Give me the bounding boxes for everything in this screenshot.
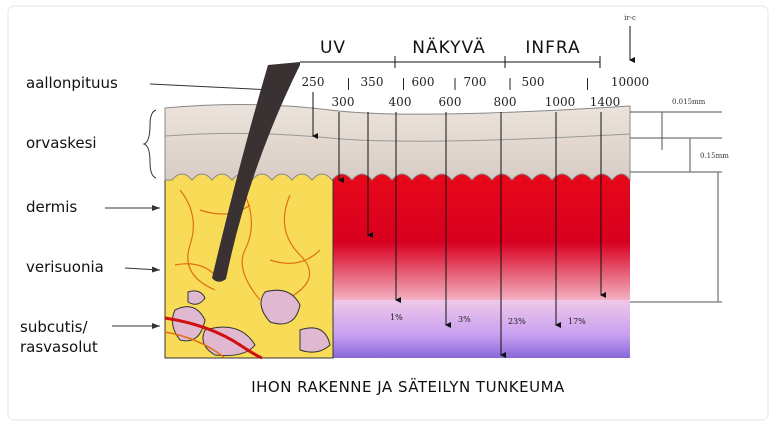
label-epidermis: orvaskesi — [26, 134, 97, 152]
wavelength-upper: 10000 — [611, 75, 649, 89]
penetration-label: 17% — [568, 317, 586, 326]
wavelength-lower: 1000 — [545, 95, 576, 109]
dermis-red — [333, 170, 630, 302]
skin — [164, 62, 631, 360]
vessels — [174, 184, 321, 301]
hair — [212, 62, 300, 282]
depth-label: 0.015mm — [672, 98, 706, 106]
wavelength-upper: 500 — [522, 75, 545, 89]
epidermis — [164, 103, 631, 182]
pointer — [149, 83, 273, 93]
side-labels: aallonpituus orvaskesi dermis verisuonia… — [20, 74, 273, 356]
wavelength-upper: 250 — [302, 75, 325, 89]
brace — [142, 109, 157, 179]
wavelength-upper: 700 — [464, 75, 487, 89]
vessel — [164, 331, 226, 359]
wavelength-lower: 800 — [494, 95, 517, 109]
wavelength-lower: 600 — [439, 95, 462, 109]
caption: IHON RAKENNE JA SÄTEILYN TUNKEUMA — [251, 377, 565, 396]
band-uv: UV — [320, 38, 346, 58]
penetration-label: 1% — [390, 313, 403, 322]
penetration-label: 3% — [458, 315, 471, 324]
wavelength-upper: 350 — [361, 75, 384, 89]
vessel-large — [164, 316, 263, 360]
band-visible: NÄKYVÄ — [412, 37, 485, 58]
penetration-label: 23% — [508, 317, 526, 326]
epidermis-boundary — [164, 132, 631, 142]
label-dermis: dermis — [26, 198, 77, 216]
wavelength-lower: 1400 — [590, 95, 621, 109]
wavelength-lower: 400 — [389, 95, 412, 109]
wavelength-upper: 600 — [412, 75, 435, 89]
pointer — [124, 266, 161, 273]
depth-label: 0.15mm — [700, 152, 729, 160]
band-infra: INFRA — [525, 38, 580, 58]
subcutis-zone — [333, 300, 630, 358]
label-subcutis: rasvasolut — [20, 338, 98, 356]
band-header: UV NÄKYVÄ INFRA ir-c — [300, 14, 636, 68]
wavelength-lower: 300 — [332, 95, 355, 109]
band-irc: ir-c — [624, 14, 636, 22]
label-vessels: verisuonia — [26, 258, 104, 276]
depth-measures — [630, 111, 722, 303]
label-subcutis: subcutis/ — [20, 318, 88, 336]
label-wavelength: aallonpituus — [26, 74, 118, 92]
